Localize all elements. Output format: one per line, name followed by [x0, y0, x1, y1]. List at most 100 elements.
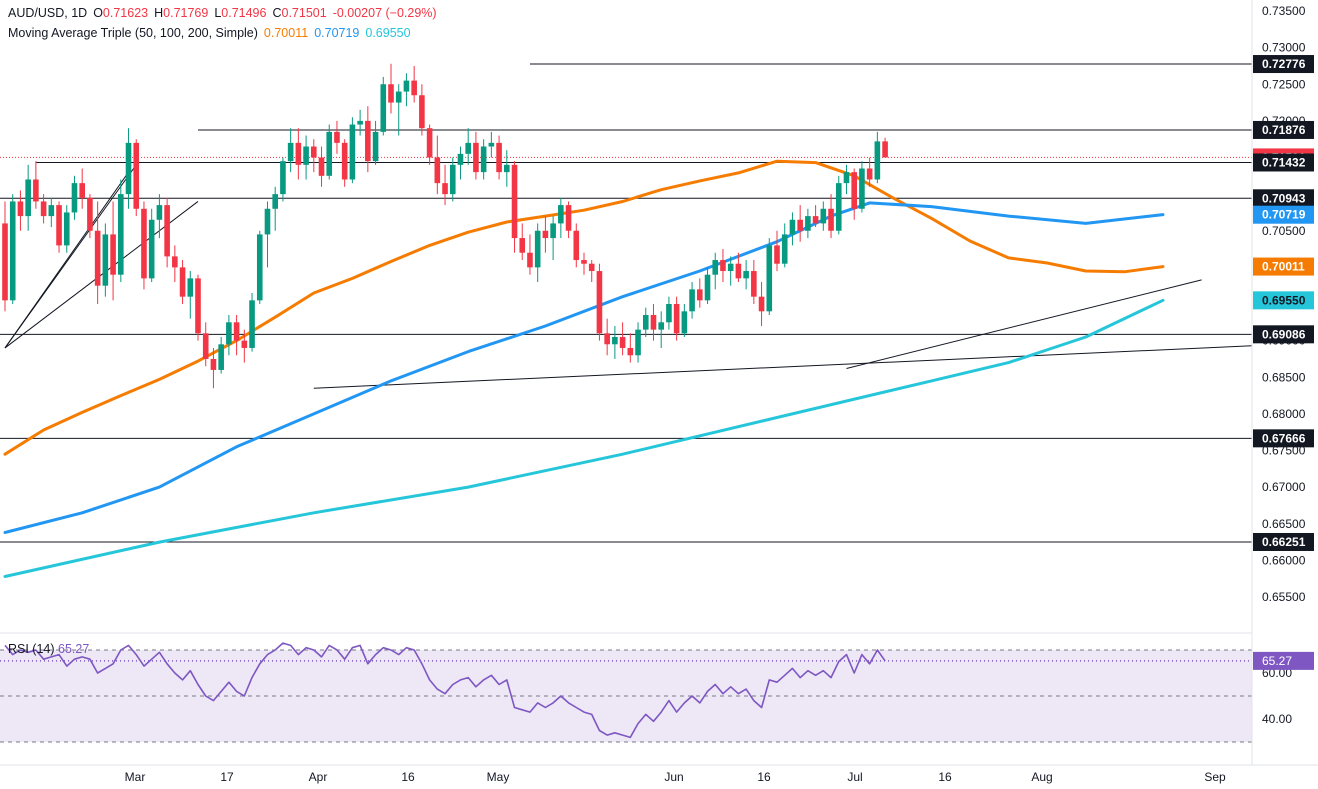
candle-body — [650, 314, 657, 330]
candle-body — [148, 219, 155, 279]
price-axis-label-box — [1253, 55, 1314, 74]
candle — [689, 282, 695, 319]
candle-body — [619, 336, 626, 348]
ma-legend: Moving Average Triple (50, 100, 200, Sim… — [8, 26, 417, 40]
candle — [697, 278, 703, 308]
price-axis-label: 0.69086 — [1253, 325, 1314, 344]
candle-body — [249, 300, 255, 348]
candle-body — [457, 153, 464, 165]
candle-body — [681, 311, 688, 334]
price-axis-label-box — [1253, 153, 1314, 172]
x-tick-label: Jul — [847, 770, 862, 784]
candle-body — [635, 329, 641, 356]
candle — [380, 76, 387, 136]
price-axis-label: 0.69550 — [1253, 291, 1314, 310]
y-tick-label: 0.70500 — [1262, 224, 1306, 238]
candle-body — [859, 168, 865, 209]
candle — [642, 307, 649, 337]
candle-body — [195, 278, 201, 334]
candle-body — [874, 141, 881, 180]
candle — [241, 329, 248, 363]
x-tick-label: 16 — [938, 770, 952, 784]
candle-body — [79, 183, 85, 198]
candle — [388, 63, 394, 114]
candle-body — [133, 142, 140, 209]
candle — [94, 201, 101, 304]
candle-body — [504, 164, 510, 173]
candle-body — [774, 245, 780, 264]
candle — [303, 135, 309, 180]
candle-body — [812, 216, 819, 224]
candle — [457, 146, 464, 180]
candle — [272, 186, 278, 231]
candle-body — [295, 142, 302, 165]
candle — [720, 249, 726, 283]
candle — [256, 230, 263, 304]
candle-body — [187, 278, 194, 297]
price-axis-label: 0.71432 — [1253, 153, 1314, 172]
symbol-label[interactable]: AUD/USD, 1D — [8, 6, 88, 20]
candle — [828, 194, 834, 239]
candle-body — [357, 120, 363, 125]
candle-body — [349, 124, 356, 180]
candle — [565, 201, 572, 239]
candle-body — [434, 157, 441, 184]
candle — [751, 260, 757, 304]
x-tick-label: Aug — [1031, 770, 1052, 784]
candle-body — [805, 216, 811, 231]
candle-body — [87, 197, 93, 231]
candle — [426, 124, 433, 165]
ma50-value: 0.70011 — [263, 26, 309, 40]
candle — [326, 124, 333, 180]
candle — [233, 314, 240, 356]
candle-body — [233, 322, 240, 341]
candle — [588, 260, 595, 283]
candle — [210, 347, 217, 389]
candle — [419, 84, 425, 136]
candle-body — [820, 208, 827, 224]
candle — [164, 197, 170, 268]
candle — [17, 190, 24, 231]
candle-body — [202, 333, 209, 359]
candle-body — [488, 142, 495, 147]
rsi-indicator-label[interactable]: RSI (14) — [8, 642, 55, 656]
candle — [25, 164, 31, 231]
candle — [71, 175, 78, 220]
price-axis-label: 0.66251 — [1253, 532, 1314, 551]
low-label: L — [214, 6, 222, 20]
candle-body — [527, 252, 533, 268]
candle-body — [789, 219, 796, 235]
price-axis-label-text: 0.72776 — [1262, 57, 1306, 71]
candle-body — [318, 157, 325, 176]
candle — [311, 139, 317, 173]
candle-body — [511, 164, 518, 239]
candle — [141, 201, 147, 290]
candle-body — [627, 347, 634, 356]
candle — [558, 197, 564, 239]
candle-body — [272, 194, 278, 209]
candle — [797, 205, 803, 242]
high-value: 0.71769 — [163, 6, 209, 20]
candle — [33, 161, 39, 209]
candle-body — [287, 142, 294, 162]
candle — [581, 252, 587, 275]
candle — [195, 274, 201, 341]
candle-body — [303, 146, 309, 165]
candle — [318, 146, 325, 187]
candle-body — [720, 260, 726, 272]
candle-body — [727, 263, 734, 272]
candle — [820, 201, 827, 231]
ma-indicator-label[interactable]: Moving Average Triple (50, 100, 200, Sim… — [8, 26, 258, 40]
candle-body — [534, 230, 541, 268]
candle — [774, 230, 780, 272]
candle-body — [241, 340, 248, 348]
rsi-legend: RSI (14) 65.27 — [8, 642, 89, 656]
candle-body — [403, 80, 410, 92]
open-label: O — [93, 6, 103, 20]
rsi-last-label: 65.27 — [1253, 651, 1314, 670]
candle — [534, 223, 541, 283]
candle-body — [558, 205, 564, 224]
candle — [874, 131, 881, 184]
